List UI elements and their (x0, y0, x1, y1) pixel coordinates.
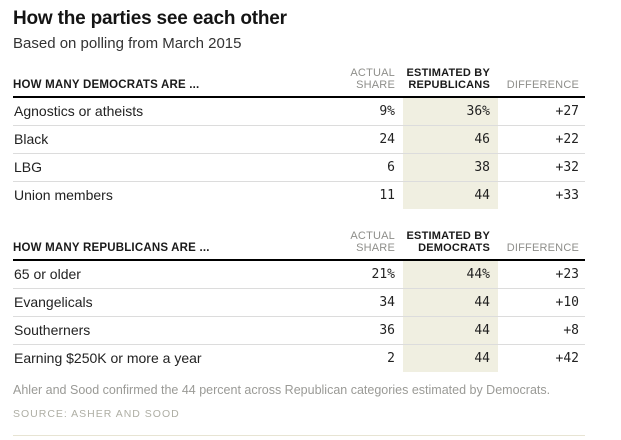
category-label: Evangelicals (13, 288, 337, 317)
estimated-value: 46 (403, 125, 498, 154)
table-row: Black 24 46 +22 (13, 125, 585, 154)
democrats-table-header-row: HOW MANY DEMOCRATS ARE ... ACTUAL SHARE … (13, 67, 585, 98)
table-row: Evangelicals 34 44 +10 (13, 288, 585, 317)
category-label: Union members (14, 187, 113, 204)
table-row: Union members 11 44 +33 (13, 181, 585, 209)
actual-share-value: 2 (387, 350, 395, 366)
chart-container: How the parties see each other Based on … (0, 8, 621, 440)
chart-title: How the parties see each other (13, 8, 287, 29)
actual-share-value: 36 (337, 316, 403, 345)
category-label: Agnostics or atheists (13, 97, 337, 126)
estimated-value: 44% (403, 260, 498, 289)
difference-value: +27 (498, 97, 585, 126)
actual-share-value: 21% (337, 260, 403, 289)
estimated-value: 44 (403, 344, 498, 372)
republicans-table: HOW MANY REPUBLICANS ARE ... ACTUAL SHAR… (13, 230, 585, 372)
actual-share-value: 24 (337, 125, 403, 154)
bottom-divider (13, 435, 585, 436)
republicans-table-header-row: HOW MANY REPUBLICANS ARE ... ACTUAL SHAR… (13, 230, 585, 261)
actual-share-value: 34 (337, 288, 403, 317)
estimated-value: 44 (403, 288, 498, 317)
estimated-value: 38 (403, 153, 498, 182)
estimated-value: 36% (403, 97, 498, 126)
table-row: Earning $250K or more a year 2 44 +42 (13, 344, 585, 372)
democrats-table-title: HOW MANY DEMOCRATS ARE ... (13, 67, 337, 98)
actual-share-value: 11 (379, 187, 395, 203)
chart-subtitle: Based on polling from March 2015 (13, 35, 242, 52)
estimated-value: 44 (403, 181, 498, 209)
table-row: Agnostics or atheists 9% 36% +27 (13, 97, 585, 126)
actual-share-column-header: ACTUAL SHARE (337, 230, 403, 261)
difference-value: +23 (498, 260, 585, 289)
difference-value: +8 (498, 316, 585, 345)
category-label: 65 or older (13, 260, 337, 289)
difference-value: +32 (498, 153, 585, 182)
actual-share-column-header: ACTUAL SHARE (337, 67, 403, 98)
category-label: LBG (13, 153, 337, 182)
democrats-table: HOW MANY DEMOCRATS ARE ... ACTUAL SHARE … (13, 67, 585, 209)
difference-column-header: DIFFERENCE (498, 230, 585, 261)
estimated-by-democrats-column-header: ESTIMATED BY DEMOCRATS (403, 230, 498, 261)
difference-value: +33 (555, 187, 579, 203)
table-row: Southerners 36 44 +8 (13, 316, 585, 345)
source-credit: SOURCE: ASHER AND SOOD (13, 408, 180, 420)
difference-column-header: DIFFERENCE (498, 67, 585, 98)
footnote: Ahler and Sood confirmed the 44 percent … (13, 383, 551, 397)
category-label: Black (13, 125, 337, 154)
difference-value: +10 (498, 288, 585, 317)
category-label: Earning $250K or more a year (14, 350, 202, 367)
estimated-value: 44 (403, 316, 498, 345)
difference-value: +42 (555, 350, 579, 366)
category-label: Southerners (13, 316, 337, 345)
table-row: 65 or older 21% 44% +23 (13, 260, 585, 289)
estimated-by-republicans-column-header: ESTIMATED BY REPUBLICANS (403, 67, 498, 98)
table-row: LBG 6 38 +32 (13, 153, 585, 182)
actual-share-value: 9% (337, 97, 403, 126)
actual-share-value: 6 (337, 153, 403, 182)
difference-value: +22 (498, 125, 585, 154)
republicans-table-title: HOW MANY REPUBLICANS ARE ... (13, 230, 337, 261)
